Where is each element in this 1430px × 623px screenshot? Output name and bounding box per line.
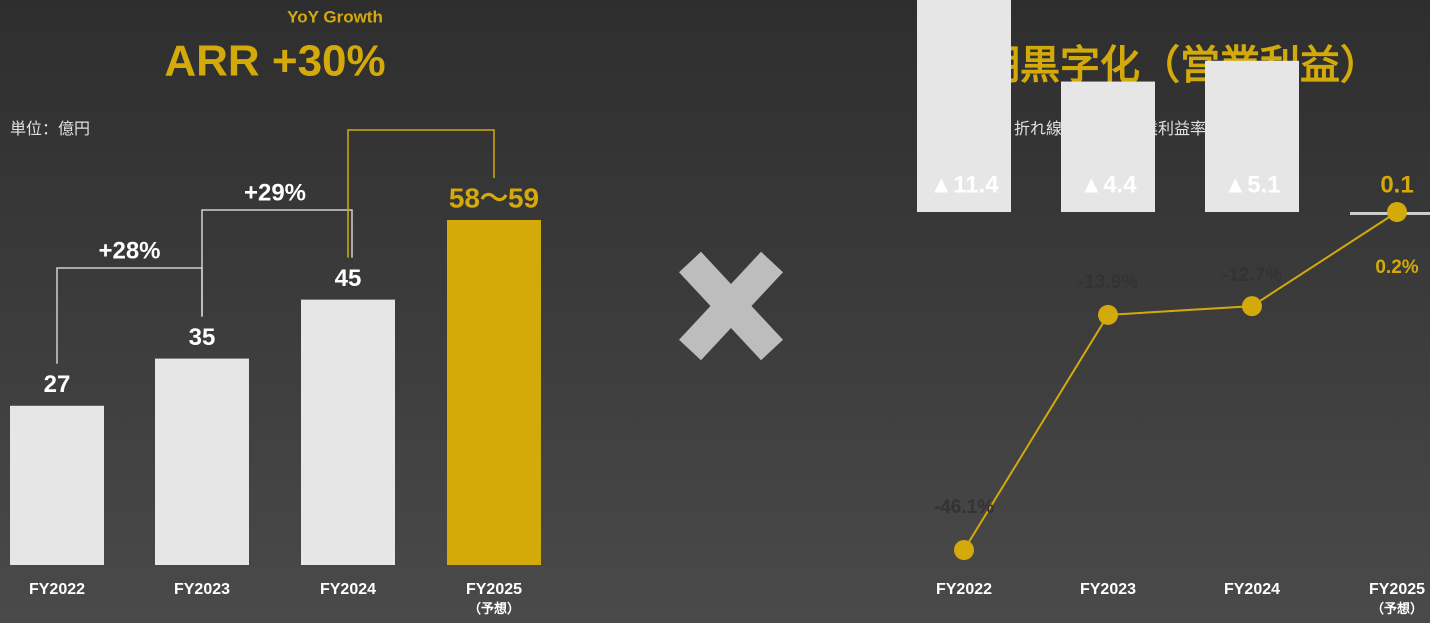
chart-subtitle: YoY Growth: [287, 7, 383, 26]
x-tick-label: FY2023: [1080, 581, 1136, 598]
bar: [1061, 81, 1155, 213]
cross-icon: [679, 251, 783, 361]
x-tick-label: FY2022: [29, 581, 85, 598]
line-point: [1098, 304, 1118, 325]
x-tick-label: FY2024: [320, 581, 376, 598]
bar: [10, 405, 104, 565]
point-label: -46.1%: [934, 497, 994, 518]
chart-title: 通期黒字化（営業利益）: [940, 44, 1380, 88]
bar: [917, 0, 1011, 212]
x-tick-label: FY2025 （予想）: [466, 581, 522, 616]
x-tick-label: FY2025 （予想）: [1369, 581, 1425, 616]
x-tick-label: FY2023: [174, 581, 230, 598]
point-label: 0.2%: [1375, 257, 1418, 278]
value-label: ▲11.4: [929, 171, 999, 198]
line-point: [1242, 296, 1262, 317]
value-label: 45: [335, 265, 362, 292]
x-tick-label: FY2024: [1224, 581, 1280, 598]
bar: [155, 358, 249, 565]
value-label: ▲5.1: [1223, 171, 1280, 198]
value-label: ▲4.4: [1079, 171, 1137, 198]
x-tick-label: FY2022: [936, 581, 992, 598]
point-label: -13.9%: [1078, 272, 1138, 293]
line-point: [954, 540, 974, 560]
line: [963, 211, 1398, 551]
value-label: 0.1: [1380, 171, 1413, 198]
bracket: [347, 129, 495, 258]
point-label: -12.7%: [1222, 265, 1282, 286]
value-label: 35: [189, 324, 216, 351]
value-label: 27: [44, 371, 71, 398]
unit-note: 単位：億円: [10, 120, 90, 138]
bar: [1205, 60, 1299, 212]
line-point: [1387, 202, 1407, 222]
bar: [301, 299, 395, 565]
growth-annotation: +28%: [98, 237, 160, 264]
chart-title: ARR +30%: [164, 37, 385, 86]
value-label: 58〜59: [449, 182, 539, 213]
bar: [447, 220, 541, 565]
bracket: [201, 209, 353, 317]
growth-annotation: +29%: [244, 179, 306, 206]
